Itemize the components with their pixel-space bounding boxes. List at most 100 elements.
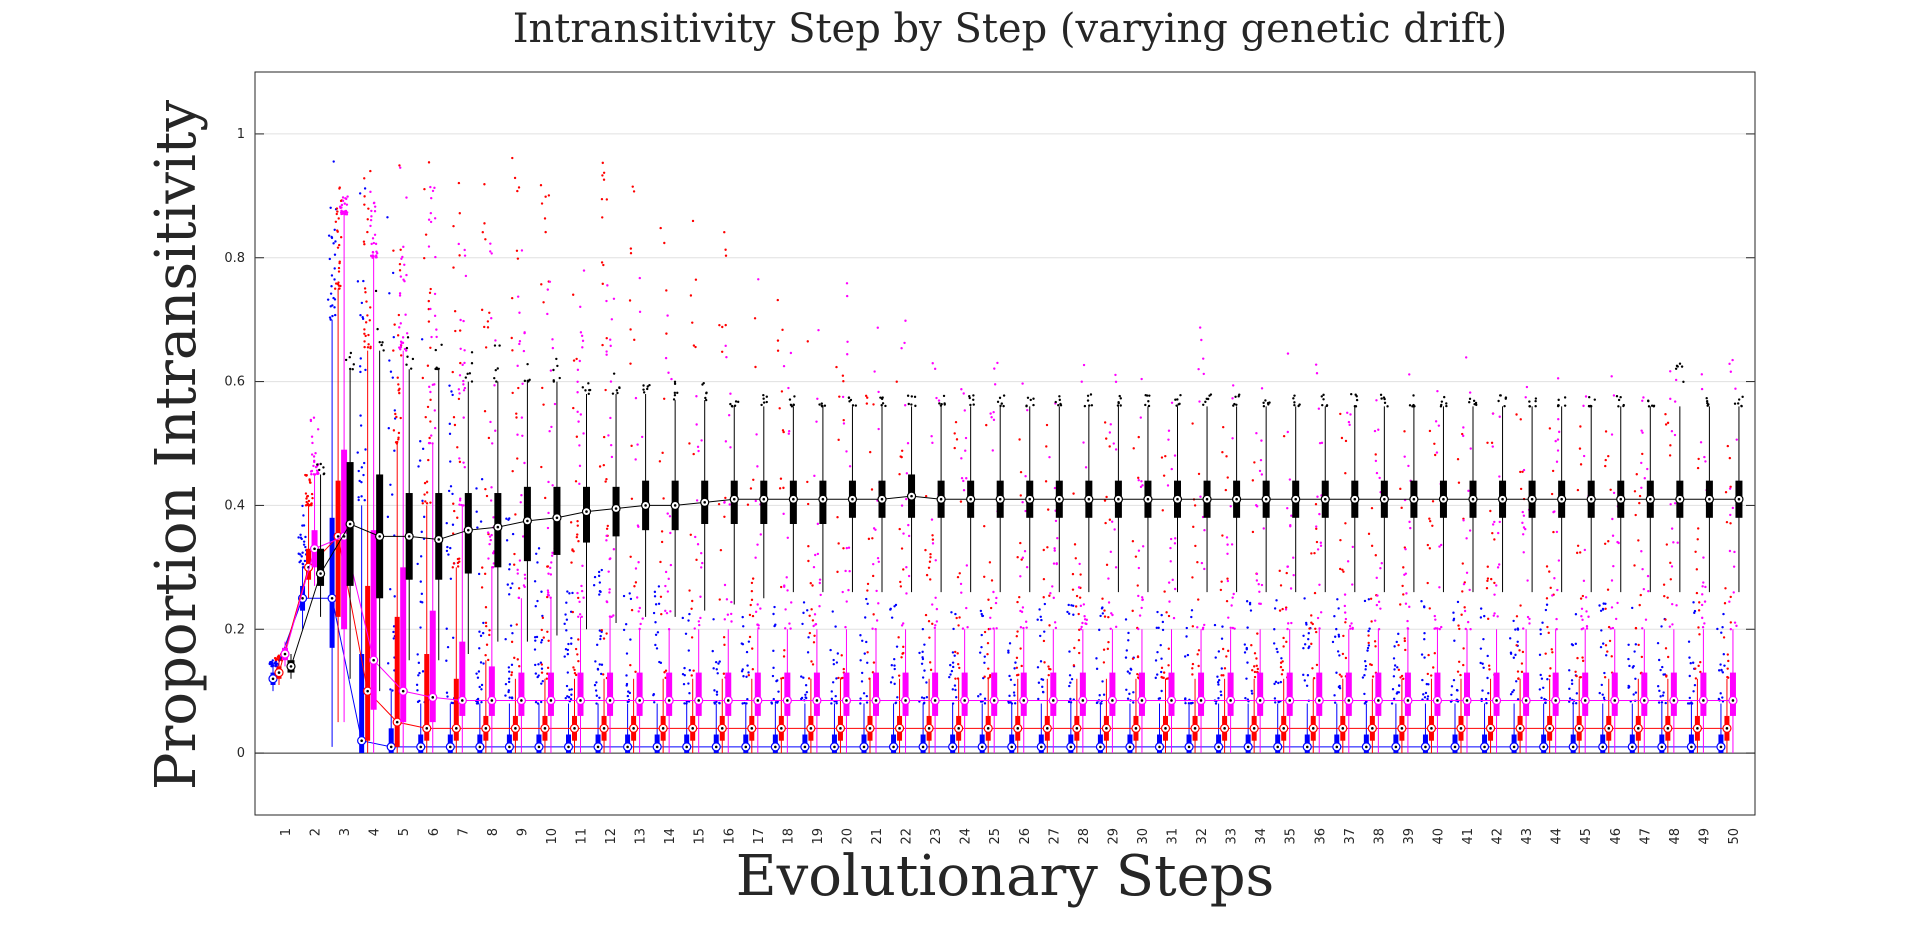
outlier-point <box>547 511 550 515</box>
outlier-point <box>1136 676 1140 679</box>
outlier-point <box>1274 680 1278 684</box>
outlier-point <box>1333 635 1337 638</box>
outlier-point <box>518 311 521 314</box>
outlier-point <box>1367 634 1370 637</box>
outlier-point <box>578 464 582 468</box>
outlier-point <box>1464 356 1468 359</box>
x-tick-label: 41 <box>1461 828 1476 845</box>
x-tick-label: 7 <box>456 828 471 836</box>
outlier-point <box>690 636 694 639</box>
median-dot <box>1678 497 1682 501</box>
box <box>365 585 371 741</box>
outlier-point <box>1314 503 1318 506</box>
outlier-point <box>1083 618 1087 621</box>
outlier-point <box>425 480 429 483</box>
box <box>695 672 702 716</box>
outlier-point <box>1600 683 1603 687</box>
outlier-point <box>805 690 809 694</box>
outlier-point <box>363 328 366 331</box>
outlier-point <box>488 633 491 637</box>
outlier-point <box>548 280 552 283</box>
outlier-point <box>691 219 695 223</box>
outlier-point <box>363 345 366 349</box>
median-dot <box>1347 699 1351 702</box>
outlier-point <box>894 701 898 704</box>
outlier-point <box>1127 631 1130 635</box>
outlier-point <box>427 458 430 462</box>
outlier-point <box>1058 398 1061 402</box>
outlier-point <box>1498 563 1501 566</box>
outlier-point <box>322 466 325 469</box>
outlier-point <box>364 368 367 372</box>
outlier-point <box>652 611 656 615</box>
outlier-point <box>842 418 845 422</box>
outlier-point <box>1068 684 1071 688</box>
outlier-point <box>1524 527 1527 531</box>
outlier-point <box>387 427 390 430</box>
outlier-point <box>1126 670 1130 673</box>
outlier-point <box>664 669 668 672</box>
outlier-point <box>715 668 718 671</box>
outlier-point <box>1682 380 1685 384</box>
outlier-point <box>835 661 839 664</box>
outlier-point <box>927 620 931 623</box>
outlier-point <box>625 682 629 686</box>
outlier-point <box>740 670 744 673</box>
outlier-point <box>552 368 555 372</box>
outlier-point <box>310 469 314 473</box>
outlier-point <box>965 477 968 480</box>
outlier-point <box>549 369 553 372</box>
outlier-point <box>420 592 424 596</box>
outlier-point <box>1512 656 1516 659</box>
outlier-point <box>625 674 628 677</box>
outlier-point <box>648 383 651 387</box>
outlier-point <box>1465 571 1469 574</box>
outlier-point <box>1457 481 1461 484</box>
outlier-point <box>866 396 869 399</box>
outlier-point <box>772 666 775 670</box>
outlier-point <box>609 443 613 447</box>
outlier-point <box>1147 400 1150 403</box>
outlier-point <box>816 397 819 401</box>
outlier-point <box>730 612 733 616</box>
outlier-point <box>1057 404 1060 407</box>
outlier-point <box>588 388 592 392</box>
median-dot <box>1246 745 1250 749</box>
outlier-point <box>398 292 402 295</box>
outlier-point <box>1315 540 1319 544</box>
box <box>843 672 850 716</box>
outlier-point <box>715 700 718 703</box>
outlier-point <box>382 349 385 352</box>
x-tick-label: 18 <box>781 828 796 845</box>
outlier-point <box>1522 526 1526 529</box>
outlier-point <box>1053 486 1057 490</box>
outlier-point <box>806 502 810 506</box>
box <box>459 641 466 716</box>
outlier-point <box>1426 543 1430 547</box>
outlier-point <box>631 185 634 188</box>
outlier-point <box>520 249 524 252</box>
outlier-point <box>993 383 997 386</box>
outlier-point <box>779 585 783 589</box>
outlier-point <box>572 550 575 553</box>
outlier-point <box>1013 702 1017 705</box>
outlier-point <box>745 650 749 654</box>
outlier-point <box>684 632 688 635</box>
outlier-point <box>1374 554 1377 557</box>
outlier-point <box>1728 600 1731 603</box>
outlier-point <box>601 174 604 177</box>
outlier-point <box>1604 464 1607 468</box>
outlier-point <box>1367 532 1371 536</box>
outlier-point <box>1642 587 1646 591</box>
outlier-point <box>1071 604 1075 607</box>
outlier-point <box>963 409 966 412</box>
median-dot <box>508 745 511 749</box>
x-tick-label: 11 <box>575 828 590 845</box>
outlier-point <box>308 478 311 481</box>
outlier-point <box>1403 455 1406 458</box>
outlier-point <box>371 251 375 254</box>
outlier-point <box>1662 583 1666 586</box>
outlier-point <box>757 278 760 281</box>
outlier-point <box>690 674 693 677</box>
outlier-point <box>1642 396 1645 399</box>
